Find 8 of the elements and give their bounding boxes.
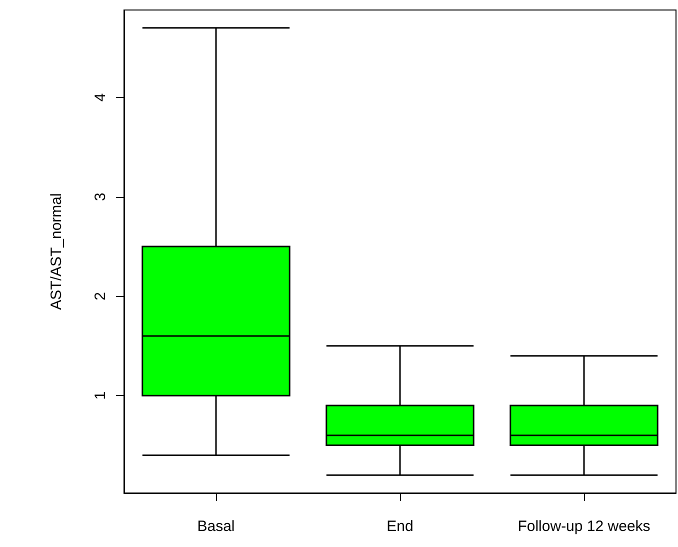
y-tick-label: 1 — [92, 391, 109, 400]
y-tick-label: 2 — [92, 292, 109, 300]
x-tick-label: Follow-up 12 weeks — [518, 518, 650, 535]
y-tick-label: 4 — [92, 93, 109, 102]
x-tick-label: Basal — [197, 518, 235, 535]
x-tick-label: End — [386, 518, 414, 535]
y-axis-title: AST/AST_normal — [48, 193, 65, 310]
y-tick-label: 3 — [92, 192, 109, 202]
